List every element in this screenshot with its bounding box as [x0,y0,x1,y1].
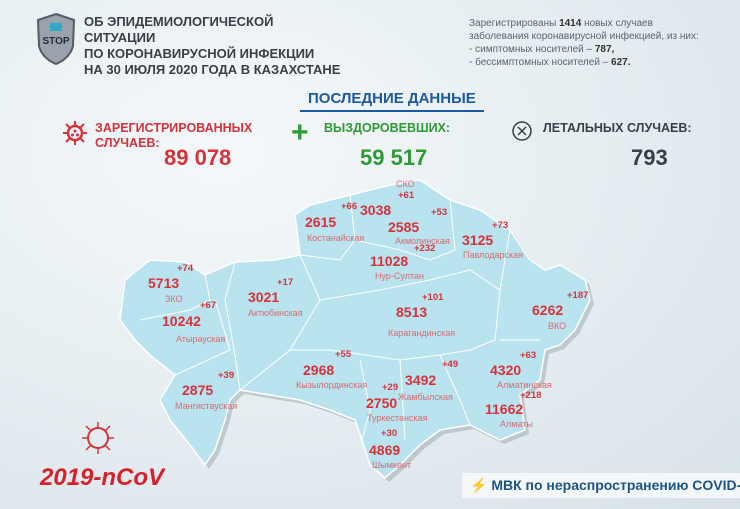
region-total: 11028 [370,253,409,269]
region-name: ЗКО [165,294,183,304]
recovered-label: ВЫЗДОРОВЕВШИХ: [324,121,451,135]
region-name: Костанайская [307,233,365,243]
region-new-cases: +17 [277,277,294,288]
region-name: СКО [396,179,415,189]
region-new-cases: +67 [200,300,217,311]
region-new-cases: +29 [382,382,399,393]
deaths-value: 793 [631,145,668,170]
region-total: 3038 [360,202,392,218]
title-line: НА 30 ИЮЛЯ 2020 ГОДА В КАЗАХСТАНЕ [84,62,341,77]
region-name: Нур-Султан [375,271,424,281]
title-line: ПО КОРОНАВИРУСНОЙ ИНФЕКЦИИ [84,46,315,61]
region-total: 2875 [182,382,214,398]
region-name: Карагандинская [388,328,456,338]
region-total: 8513 [396,304,428,320]
stop-logo: STOP [36,12,76,66]
region-total: 11662 [485,401,524,417]
title-line: ОБ ЭПИДЕМИОЛОГИЧЕСКОЙ СИТУАЦИИ [84,14,274,45]
region-new-cases: +30 [381,428,398,439]
recovered-value: 59 517 [360,145,428,170]
region-total: 4869 [369,442,401,458]
new-cases-count: 1414 [559,18,582,29]
region-new-cases: +73 [492,220,509,231]
region-name: Павлодарская [463,250,523,260]
region-new-cases: +66 [341,201,358,212]
coronavirus-icon [82,422,114,454]
region-total: 3021 [248,289,280,305]
ncov-label: 2019-nCoV [40,464,165,491]
region-new-cases: +61 [398,190,415,201]
registered-label: ЗАРЕГИСТРИРОВАННЫХ СЛУЧАЕВ: [95,121,253,150]
asymptomatic-count: 627. [611,57,631,68]
deaths-label: ЛЕТАЛЬНЫХ СЛУЧАЕВ: [543,121,692,135]
region-borders [139,194,540,441]
region-new-cases: +232 [414,243,436,254]
new-cases-info: Зарегистрированы 1414 новых случаев забо… [469,18,699,68]
region-total: 2615 [305,214,337,230]
region-new-cases: +49 [442,359,459,370]
region-name: Алматы [500,419,533,429]
region-total: 2585 [388,219,420,235]
region-total: 3492 [405,372,437,388]
region-new-cases: +63 [520,350,537,361]
region-name: Алматинская [497,380,552,390]
region-name: Шымкент [372,460,412,470]
region-name: Туркестанская [367,413,428,423]
lightning-icon: ⚡ [470,477,492,493]
plus-icon: + [291,116,309,149]
region-name: Акмолинская [395,236,450,246]
map-country [119,179,591,479]
region-total: 4320 [490,362,522,378]
symptomatic-count: 787, [594,44,615,55]
region-name: Актюбинская [248,308,303,318]
region-new-cases: +39 [218,370,235,381]
region-new-cases: +218 [520,390,542,401]
page-title: ОБ ЭПИДЕМИОЛОГИЧЕСКОЙ СИТУАЦИИ ПО КОРОНА… [84,14,344,78]
region-total: 10242 [162,313,201,329]
region-new-cases: +74 [177,263,194,274]
region-name: Мангистауская [175,401,238,411]
region-name: Кызылординская [296,380,368,390]
region-new-cases: +53 [431,207,448,218]
virus-icon [63,121,87,145]
source-banner: ⚡ МВК по нераспространению COVID-19 [462,473,740,498]
x-circle-icon [512,121,532,141]
region-new-cases: +101 [422,292,444,303]
svg-text:STOP: STOP [42,36,69,47]
region-total: 5713 [148,275,180,291]
region-total: 2968 [303,362,335,378]
region-new-cases: +187 [567,290,589,301]
region-total: 6262 [532,302,564,318]
region-total: 3125 [462,232,494,248]
region-total: 2750 [366,395,398,411]
region-name: ВКО [548,321,567,331]
latest-data-heading: ПОСЛЕДНИЕ ДАННЫЕ [300,90,484,112]
region-new-cases: +55 [335,349,352,360]
region-name: Жамбылская [398,392,453,402]
region-name: Атырауская [176,334,226,344]
registered-value: 89 078 [164,145,232,170]
